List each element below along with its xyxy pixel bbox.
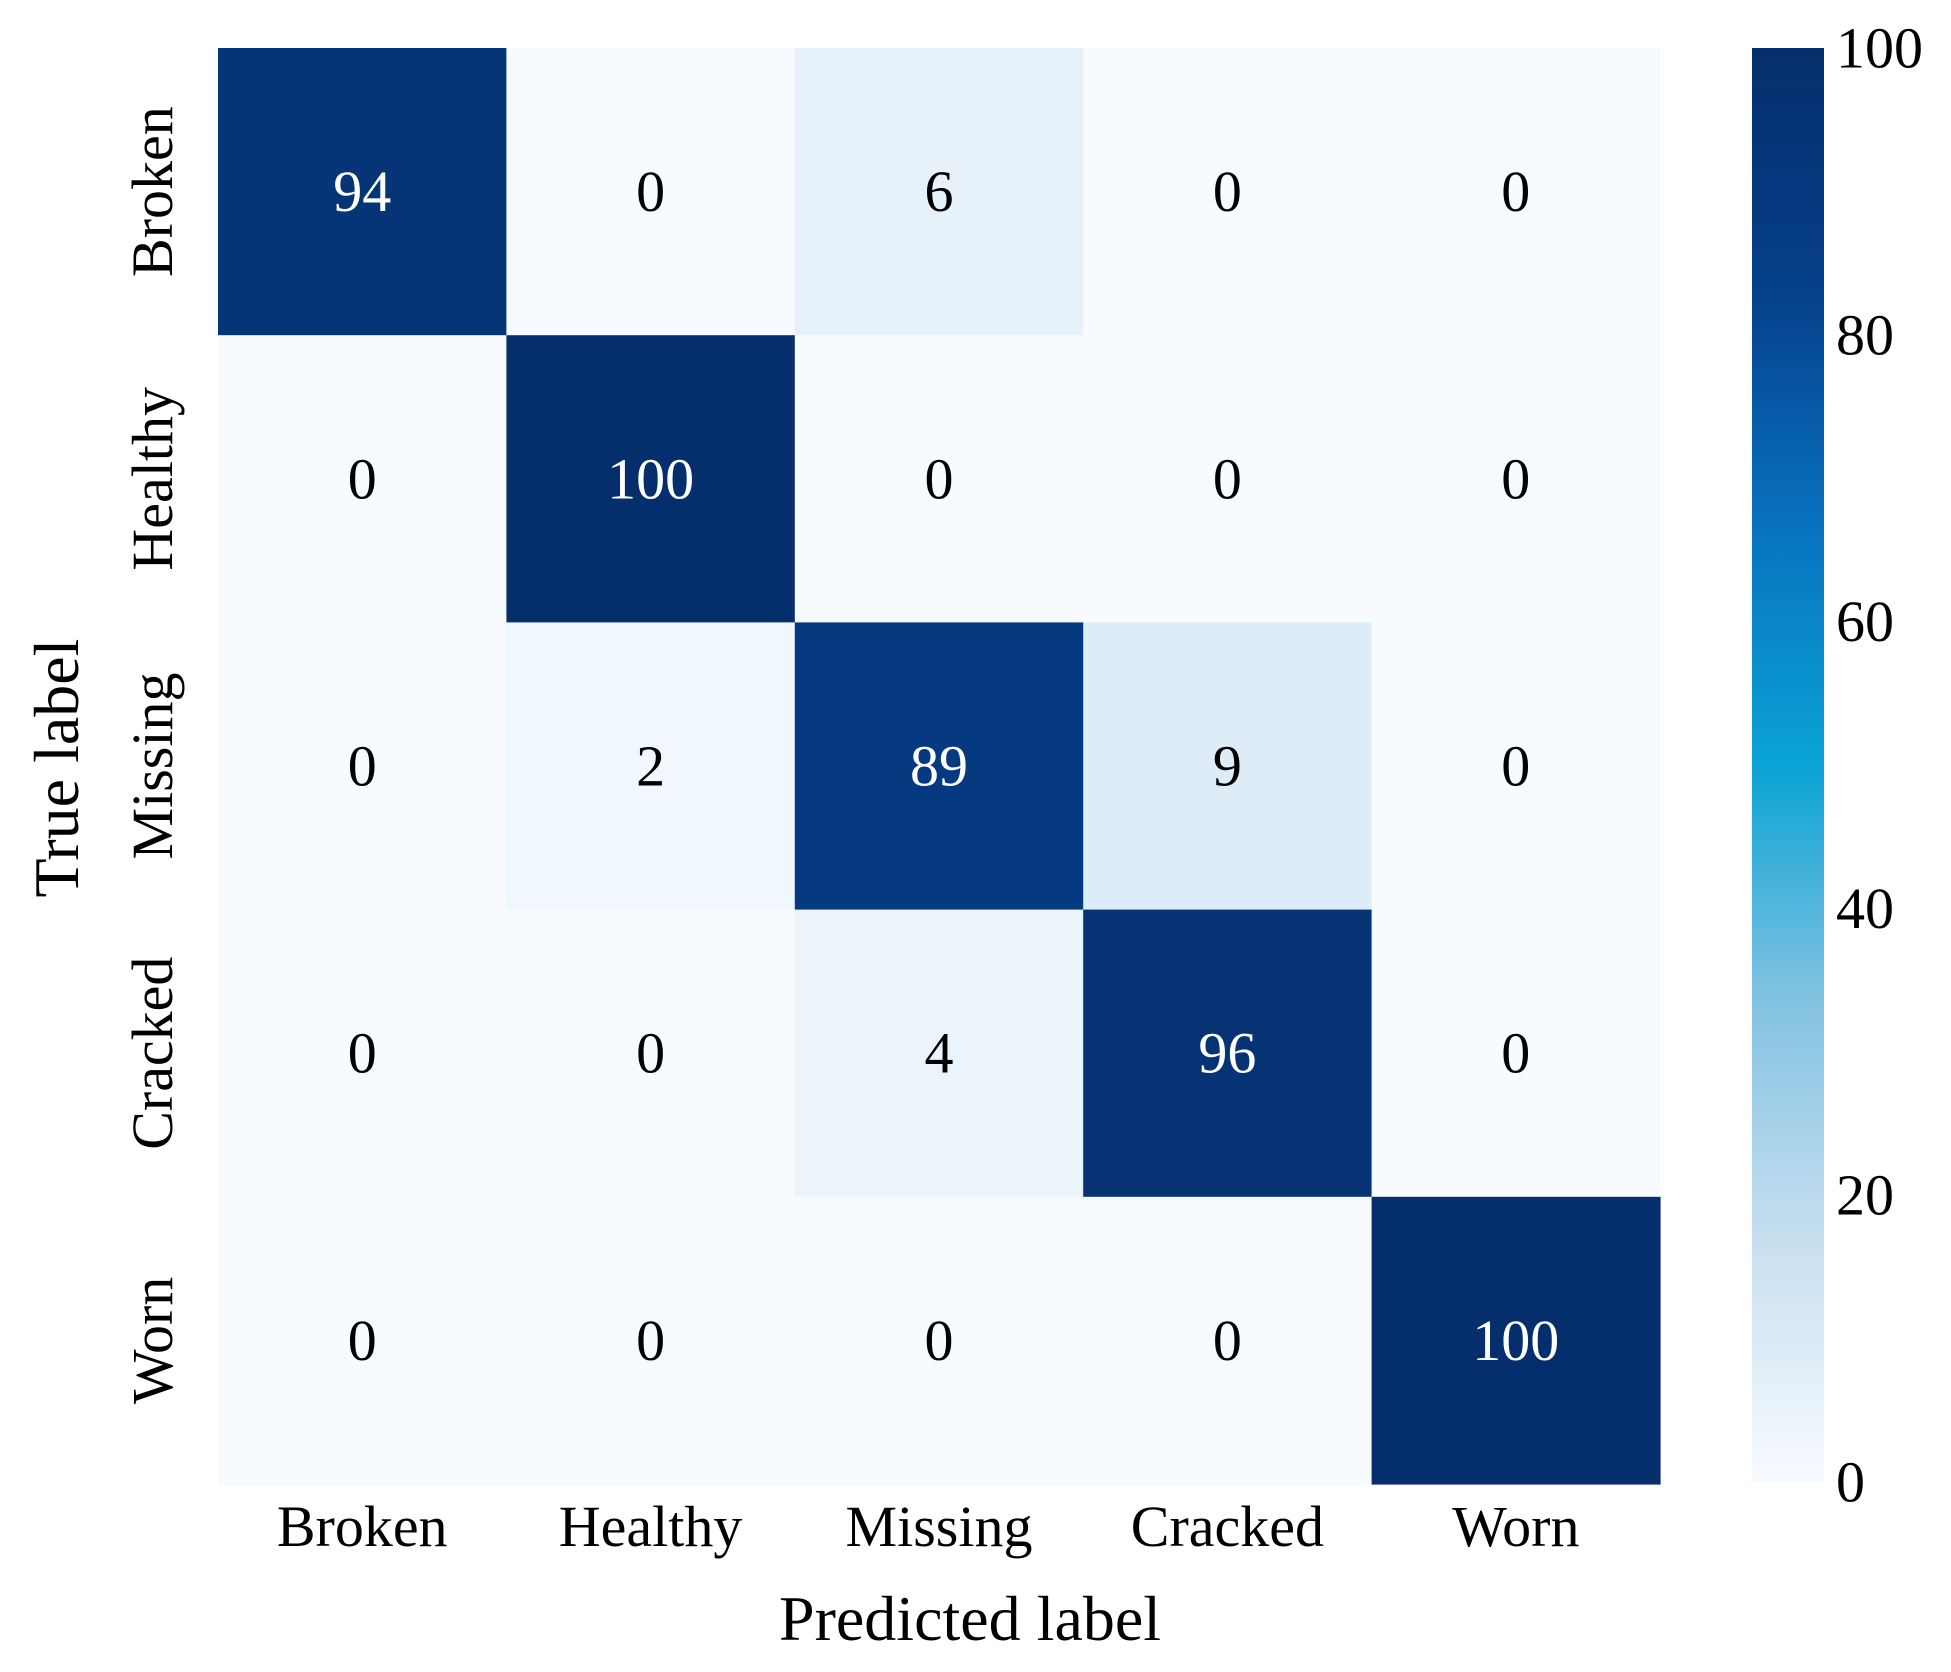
cell-value-label: 6 <box>925 159 954 224</box>
heatmap-cell <box>218 909 507 1198</box>
x-axis-title: Predicted label <box>779 1583 1161 1654</box>
cell-value-label: 0 <box>1501 446 1530 511</box>
x-tick-label: Broken <box>277 1494 448 1559</box>
heatmap-cell <box>506 1196 796 1485</box>
heatmap-cell <box>1083 48 1373 336</box>
x-tick-label: Cracked <box>1131 1494 1324 1559</box>
cell-value-label: 0 <box>1501 734 1530 799</box>
y-axis-title: True label <box>21 639 92 898</box>
heatmap-cell <box>1083 622 1373 911</box>
heatmap-cell <box>794 1196 1084 1485</box>
cell-value-label: 9 <box>1213 734 1242 799</box>
cell-value-label: 0 <box>925 1308 954 1373</box>
heatmap-cell <box>506 48 796 336</box>
cell-value-label: 0 <box>1213 159 1242 224</box>
colorbar-tick-label: 20 <box>1836 1163 1894 1228</box>
heatmap-cell <box>794 48 1084 336</box>
colorbar-tick-label: 60 <box>1836 589 1894 654</box>
heatmap-cell <box>506 335 796 623</box>
colorbar <box>1752 48 1824 1482</box>
colorbar-tick-label: 100 <box>1836 16 1923 81</box>
colorbar-tick-label: 0 <box>1836 1450 1865 1515</box>
heatmap-cell <box>506 622 796 911</box>
heatmap-cell <box>1371 909 1661 1198</box>
heatmap-cell <box>794 622 1084 911</box>
x-tick-label: Missing <box>846 1494 1033 1559</box>
colorbar-tick-label: 80 <box>1836 302 1894 367</box>
cell-value-label: 0 <box>1501 159 1530 224</box>
colorbar-tick-labels: 0 20 40 60 80 100 <box>1836 16 1923 1515</box>
heatmap-cell <box>1083 1196 1373 1485</box>
heatmap-cells <box>218 48 1661 1485</box>
x-tick-label: Worn <box>1452 1494 1579 1559</box>
cell-value-label: 4 <box>925 1021 954 1086</box>
heatmap-cell <box>1371 335 1661 623</box>
cell-value-label: 0 <box>348 1021 377 1086</box>
y-tick-label: Missing <box>120 673 185 860</box>
cell-value-label: 0 <box>636 1308 665 1373</box>
heatmap-cell <box>794 335 1084 623</box>
cell-value-label: 2 <box>636 734 665 799</box>
cell-value-label: 0 <box>636 1021 665 1086</box>
heatmap-cell-labels: 94 0 6 0 0 0 100 0 0 0 0 2 89 9 0 0 0 4 96 0 0 0 0 0 100 <box>333 159 1559 1373</box>
cell-value-label: 0 <box>348 446 377 511</box>
x-tick-label: Healthy <box>559 1494 743 1559</box>
y-tick-label: Broken <box>120 106 185 277</box>
cell-value-label: 96 <box>1198 1021 1256 1086</box>
y-tick-label: Worn <box>120 1277 185 1404</box>
heatmap-cell <box>1371 622 1661 911</box>
cell-value-label: 94 <box>333 159 391 224</box>
colorbar-tick-label: 40 <box>1836 876 1894 941</box>
heatmap-cell <box>506 909 796 1198</box>
heatmap-cell <box>218 622 507 911</box>
heatmap-cell <box>218 1196 507 1485</box>
heatmap-cell <box>218 48 507 336</box>
y-axis-tick-labels: Broken Healthy Missing Cracked Worn <box>120 106 185 1404</box>
heatmap-cell <box>794 909 1084 1198</box>
cell-value-label: 0 <box>636 159 665 224</box>
heatmap-cell <box>218 335 507 623</box>
heatmap-cell <box>1371 1196 1661 1485</box>
cell-value-label: 0 <box>1501 1021 1530 1086</box>
cell-value-label: 89 <box>910 734 968 799</box>
cell-value-label: 0 <box>348 1308 377 1373</box>
cell-value-label: 100 <box>1472 1308 1559 1373</box>
cell-value-label: 0 <box>1213 1308 1242 1373</box>
heatmap-cell <box>1371 48 1661 336</box>
cell-value-label: 0 <box>348 734 377 799</box>
heatmap-cell <box>1083 909 1373 1198</box>
heatmap-cell <box>1083 335 1373 623</box>
x-axis-tick-labels: Broken Healthy Missing Cracked Worn <box>277 1494 1580 1559</box>
cell-value-label: 0 <box>925 446 954 511</box>
y-tick-label: Healthy <box>120 387 185 571</box>
cell-value-label: 0 <box>1213 446 1242 511</box>
y-tick-label: Cracked <box>120 957 185 1150</box>
cell-value-label: 100 <box>607 446 694 511</box>
